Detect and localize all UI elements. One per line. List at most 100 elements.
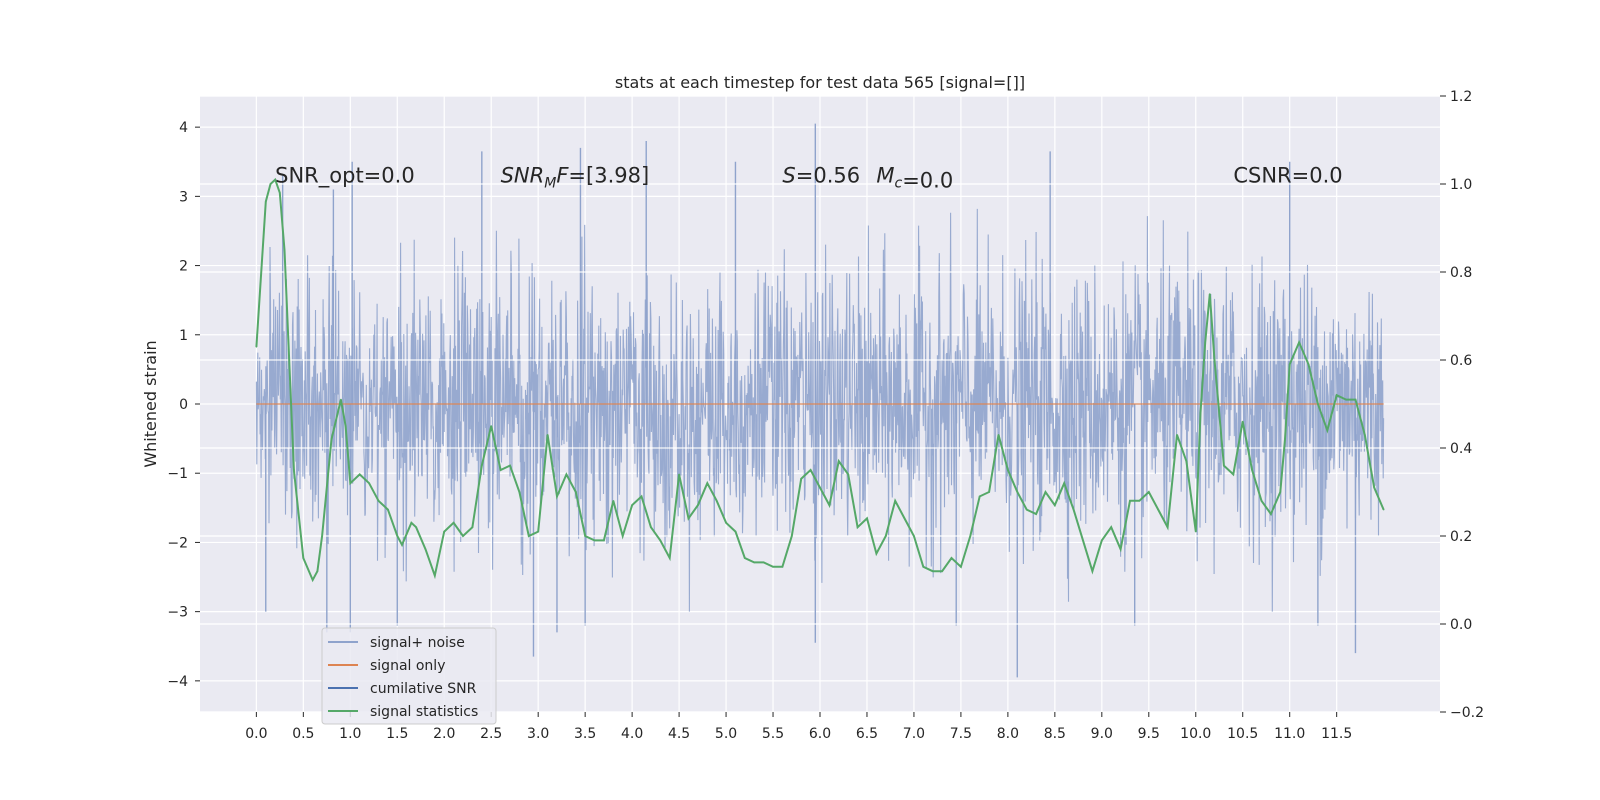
signal-statistics-point	[960, 566, 962, 568]
x-tick-label: 8.0	[997, 726, 1019, 742]
signal-statistics-point	[1307, 363, 1310, 366]
signal-statistics-point	[922, 566, 925, 568]
signal-statistics-point	[725, 522, 727, 524]
signal-statistics-point	[1288, 363, 1291, 366]
y-right-tick-label: 0.0	[1450, 617, 1472, 633]
signal-statistics-point	[575, 491, 577, 493]
signal-statistics-line	[255, 177, 1385, 583]
signal-statistics-point	[1251, 469, 1253, 471]
signal-statistics-point	[1091, 570, 1094, 572]
x-tick-label: 4.5	[668, 726, 690, 742]
signal-statistics-point	[1354, 398, 1357, 401]
signal-statistics-point	[734, 530, 737, 533]
signal-statistics-point	[340, 398, 342, 401]
signal-statistics-point	[293, 469, 295, 471]
signal-statistics-point	[1195, 530, 1197, 533]
signal-statistics-point	[612, 500, 615, 502]
y-tick-label: 1	[179, 328, 188, 344]
x-tick-label: 1.5	[386, 726, 408, 742]
signal-statistics-point	[875, 552, 878, 555]
legend-box	[321, 627, 497, 725]
signal-statistics-point	[828, 504, 831, 507]
signal-statistics-point	[1101, 539, 1103, 542]
signal-statistics-point	[443, 530, 446, 533]
signal-statistics-point	[1209, 293, 1211, 295]
signal-statistics-point	[894, 500, 896, 502]
signal-statistics-point	[556, 495, 558, 498]
signal-statistics-point	[1326, 429, 1329, 432]
signal-statistics-point	[744, 557, 746, 559]
signal-statistics-point	[1260, 500, 1263, 502]
signal-statistics-point	[687, 517, 690, 520]
signal-statistics-point	[631, 504, 633, 507]
signal-statistics-point	[265, 200, 267, 203]
signal-statistics-point	[528, 535, 530, 537]
axes: 0.0 0.5 1.0 1.5 2.0 2.5 3.0 3.5 4.0 4.5 5.0 5.5 6.0 6…	[167, 89, 1484, 742]
y-axis-label: Whitened strain	[141, 340, 160, 467]
signal-statistics-point	[800, 478, 802, 480]
signal-statistics-point	[330, 438, 333, 441]
signal-statistics-point	[978, 495, 981, 498]
legend-entry: cumilative SNR	[370, 681, 477, 697]
signal-statistics-point	[593, 539, 596, 542]
signal-statistics-point	[1110, 526, 1112, 528]
y-right-tick-label: 0.8	[1450, 265, 1472, 281]
x-tick-label: 2.5	[480, 726, 502, 742]
signal-statistics-point	[1176, 434, 1178, 436]
y-tick-label: −1	[167, 466, 188, 482]
signal-statistics-point	[772, 566, 774, 568]
x-tick-label: 10.0	[1180, 726, 1211, 742]
signal-statistics-point	[415, 526, 417, 528]
x-tick-label: 4.0	[621, 726, 643, 742]
signal-statistics-point	[283, 249, 286, 251]
signal-statistics-point	[321, 535, 323, 537]
signal-statistics-point	[1166, 526, 1169, 528]
signal-statistics-point	[809, 469, 812, 471]
signal-statistics-point	[1298, 341, 1300, 344]
signal-statistics-point	[715, 500, 718, 502]
x-tick-label: 6.0	[809, 726, 831, 742]
signal-noise-line	[255, 208, 1385, 612]
signal-statistics-point	[565, 473, 568, 476]
y-tick-label: 3	[179, 189, 188, 205]
signal-statistics-point	[490, 425, 493, 427]
annotations: SNR_opt=0.0 SNRMF=[3.98] S=0.56 Mc=0.0 CSNR=…	[275, 164, 1342, 193]
signal-statistics-point	[997, 434, 1000, 436]
x-tick-label: 5.0	[715, 726, 737, 742]
signal-statistics-point	[847, 473, 849, 476]
annotation-snr-opt: SNR_opt=0.0	[275, 164, 415, 189]
y-right-tick-label: 0.6	[1450, 353, 1472, 369]
y-tick-label: −4	[167, 674, 188, 690]
signal-statistics-point	[1148, 491, 1150, 493]
annotation-s-value: S=0.56	[782, 164, 860, 188]
annotation-snr-mf: SNRMF=[3.98]	[501, 164, 650, 192]
signal-statistics-point	[1082, 539, 1084, 542]
signal-statistics-point	[368, 482, 370, 485]
signal-statistics-point	[950, 557, 953, 559]
signal-statistics-point	[1213, 359, 1216, 361]
signal-statistics-point	[518, 491, 521, 493]
signal-statistics-point	[1364, 434, 1366, 436]
signal-statistics-point	[1373, 486, 1375, 489]
x-tick-label: 0.5	[292, 726, 314, 742]
x-tick-label: 10.5	[1227, 726, 1258, 742]
signal-statistics-point	[358, 473, 361, 476]
signal-statistics-point	[988, 491, 990, 493]
signal-statistics-point	[1129, 500, 1131, 502]
signal-statistics-point	[1317, 403, 1319, 405]
signal-statistics-point	[640, 495, 643, 498]
signal-statistics-point	[1072, 508, 1075, 511]
signal-statistics-point	[603, 539, 605, 542]
signal-statistics-point	[1382, 508, 1385, 511]
series-lines	[200, 95, 1440, 713]
signal-statistics-point	[1241, 420, 1244, 423]
legend: signal+ noise signal only cumilative SNR si…	[321, 627, 497, 725]
signal-statistics-point	[1270, 513, 1272, 515]
signal-statistics-point	[546, 434, 549, 436]
x-tick-label: 11.0	[1274, 726, 1305, 742]
signal-statistics-point	[1335, 394, 1338, 397]
y-right-tick-label: −0.2	[1450, 705, 1484, 721]
signal-statistics-point	[1157, 508, 1159, 511]
signal-statistics-point	[762, 561, 765, 564]
